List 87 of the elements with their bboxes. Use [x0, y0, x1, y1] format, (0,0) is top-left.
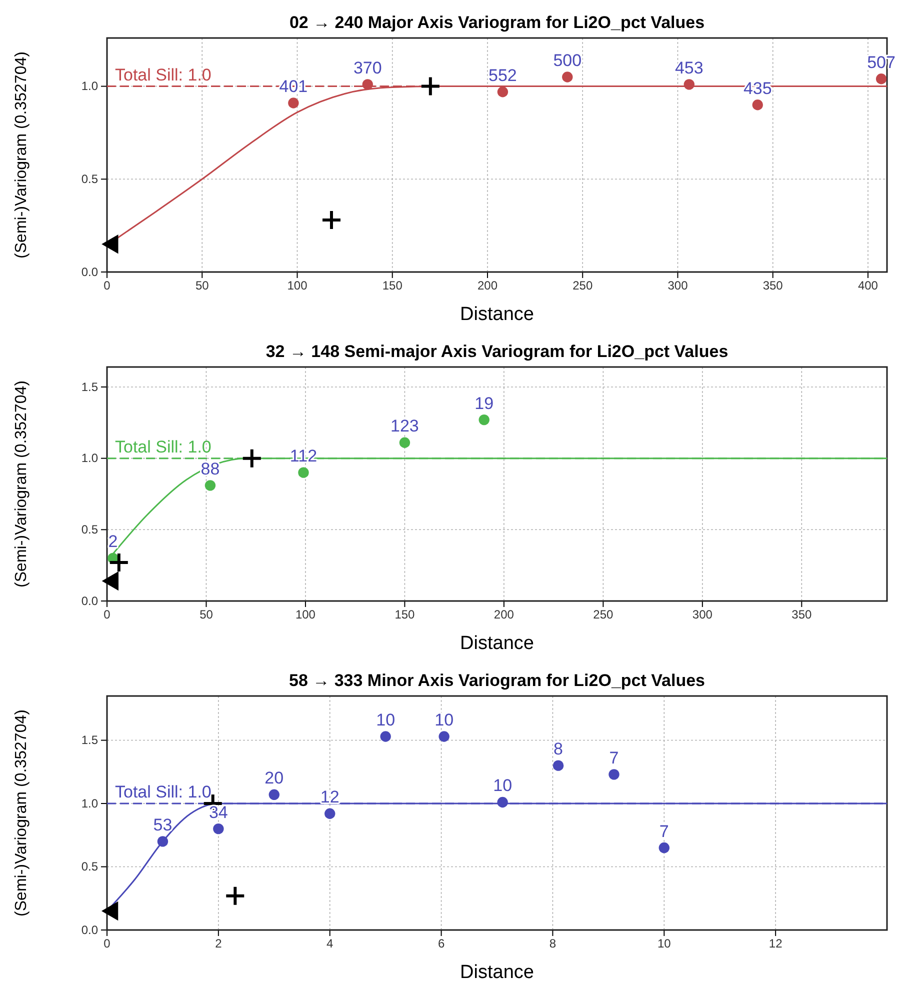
- annotation: 53: [153, 815, 172, 834]
- x-tick-label: 0: [104, 608, 111, 622]
- point: [362, 79, 373, 90]
- annotation: 453: [674, 58, 704, 78]
- point: [213, 823, 224, 834]
- y-tick-label: 0.5: [81, 172, 98, 186]
- x-tick-label: 200: [494, 608, 514, 622]
- x-tick-label: 150: [394, 608, 416, 622]
- y-tick-label: 0.5: [81, 522, 98, 536]
- annotation: 19: [474, 394, 494, 413]
- x-tick-label: 4: [326, 936, 334, 951]
- x-tick-label: 250: [593, 608, 614, 622]
- point: [497, 86, 508, 98]
- point: [241, 448, 262, 469]
- annotation: 10: [376, 710, 396, 730]
- x-tick-label: 300: [692, 608, 713, 622]
- x-tick-label: 150: [382, 278, 403, 293]
- x-tick-label: 8: [549, 936, 556, 951]
- annotation: 34: [208, 802, 228, 822]
- point: [399, 437, 410, 448]
- y-tick-label: 1.5: [81, 380, 98, 394]
- ref-line-label: Total Sill: 1.0: [115, 437, 212, 456]
- x-tick-label: 50: [200, 608, 214, 622]
- point: [380, 731, 391, 742]
- point: [552, 760, 564, 771]
- point: [876, 74, 887, 84]
- annotation: 7: [609, 748, 619, 768]
- x-tick-label: 100: [295, 608, 316, 622]
- y-tick-label: 1.0: [81, 79, 98, 94]
- point: [320, 210, 342, 230]
- y-axis-title: (Semi-)Variogram (0.352704): [13, 380, 30, 588]
- annotation: 370: [353, 58, 382, 78]
- ref-line-label: Total Sill: 1.0: [115, 782, 212, 802]
- point: [420, 76, 441, 97]
- y-axis-title: (Semi-)Variogram (0.352704): [13, 52, 30, 258]
- x-axis-title: Distance: [460, 304, 534, 325]
- x-tick-label: 200: [477, 278, 498, 293]
- ref-line-label: Total Sill: 1.0: [115, 65, 212, 84]
- x-tick-label: 50: [195, 278, 210, 293]
- annotation: 10: [434, 710, 454, 730]
- annotation: 20: [264, 768, 284, 788]
- x-tick-label: 400: [858, 278, 878, 293]
- chart-title: 58 → 333 Minor Axis Variogram for Li2O_pct Values: [288, 671, 706, 690]
- annotation: 123: [390, 416, 419, 436]
- point: [288, 98, 299, 108]
- x-tick-label: 0: [104, 936, 111, 951]
- x-tick-label: 100: [287, 278, 308, 293]
- point: [608, 769, 620, 780]
- y-axis-title: (Semi-)Variogram (0.352704): [13, 710, 30, 916]
- y-tick-label: 0.0: [81, 594, 98, 608]
- point: [204, 480, 216, 491]
- chart-title: 32 → 148 Semi-major Axis Variogram for Li2O_pct Values: [266, 342, 728, 361]
- annotation: 7: [659, 822, 669, 841]
- y-tick-label: 1.0: [81, 451, 98, 466]
- x-axis-title: Distance: [460, 633, 534, 654]
- point: [108, 552, 130, 573]
- point: [752, 100, 763, 110]
- point: [478, 414, 490, 426]
- y-tick-label: 0.5: [81, 860, 98, 874]
- x-tick-label: 10: [657, 936, 672, 951]
- y-tick-label: 1.0: [81, 796, 98, 810]
- point: [224, 885, 246, 906]
- point: [268, 789, 280, 800]
- annotation: 8: [554, 740, 564, 759]
- y-tick-label: 0.0: [81, 264, 98, 279]
- point: [324, 808, 336, 819]
- x-axis-title: Distance: [460, 962, 534, 983]
- x-tick-label: 350: [762, 278, 784, 293]
- x-tick-label: 12: [768, 936, 783, 951]
- point: [438, 731, 450, 742]
- x-tick-label: 6: [438, 936, 445, 951]
- point: [658, 842, 670, 854]
- annotation: 12: [320, 788, 340, 807]
- annotation: 10: [493, 776, 512, 796]
- x-tick-label: 250: [572, 278, 593, 293]
- x-tick-label: 2: [215, 936, 222, 951]
- y-tick-label: 0.0: [81, 922, 98, 937]
- x-tick-label: 350: [792, 608, 812, 622]
- point: [298, 467, 309, 478]
- x-tick-label: 300: [668, 278, 688, 293]
- point: [562, 72, 573, 82]
- x-tick-label: 0: [104, 278, 111, 293]
- annotation: 500: [553, 51, 582, 70]
- chart-title: 02 → 240 Major Axis Variogram for Li2O_pct Values: [289, 13, 705, 32]
- annotation: 552: [488, 66, 517, 85]
- y-tick-label: 1.5: [81, 733, 98, 748]
- annotation: 2: [108, 532, 118, 552]
